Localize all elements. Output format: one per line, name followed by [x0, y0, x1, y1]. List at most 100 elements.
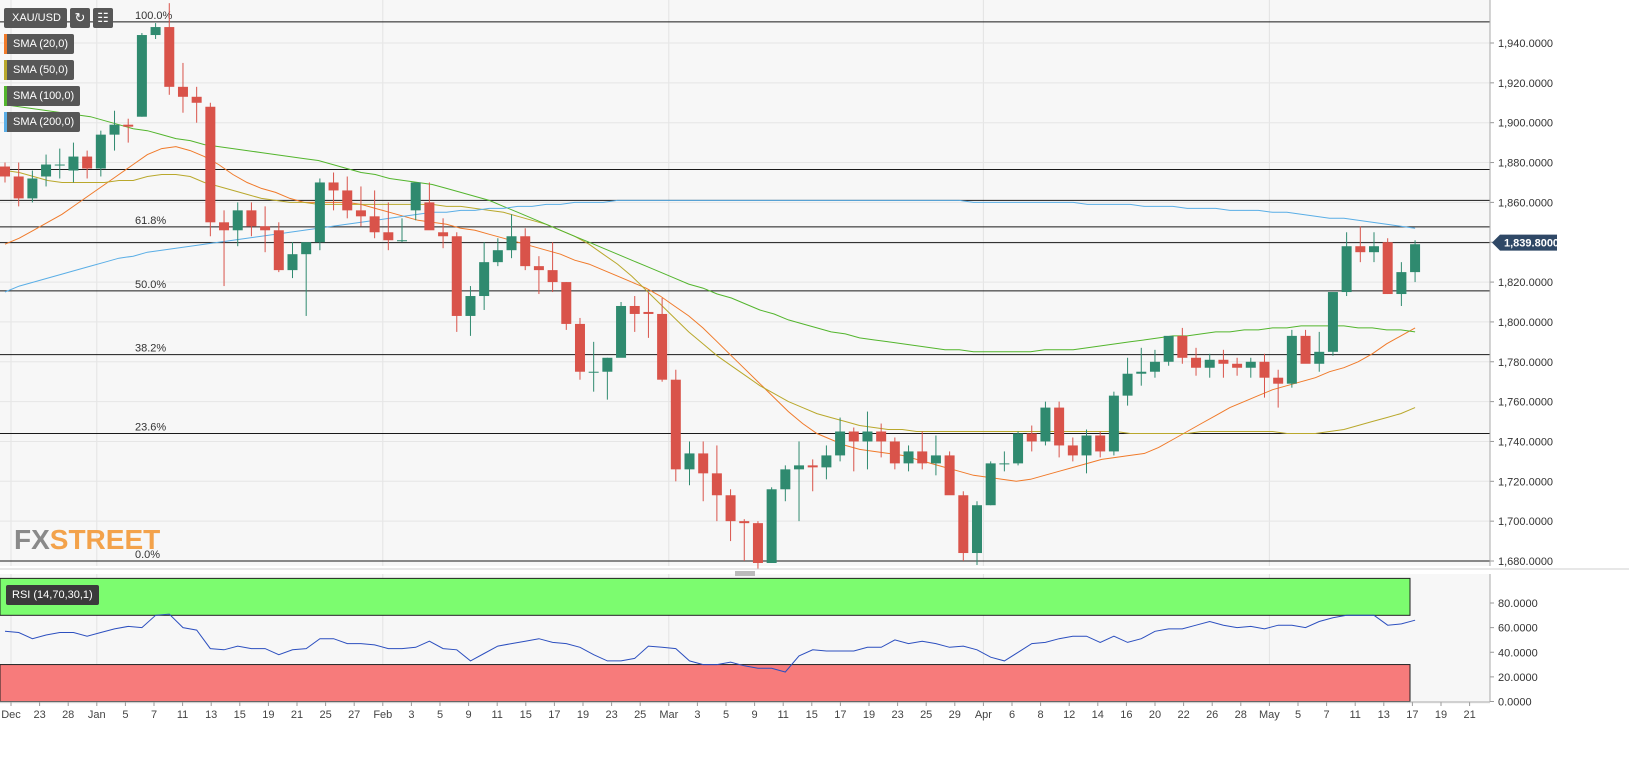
candle-body — [1081, 435, 1092, 456]
x-tick-label: 6 — [1009, 709, 1015, 721]
candle-body — [1410, 244, 1421, 273]
x-tick-label: 5 — [723, 709, 729, 721]
x-tick-label: 11 — [491, 709, 502, 721]
candle-body — [1382, 242, 1393, 295]
candle-body — [1108, 395, 1119, 452]
candle-body — [506, 236, 517, 251]
x-tick-label: 27 — [348, 709, 360, 721]
x-tick-label: May — [1259, 709, 1280, 721]
indicator-sma200[interactable]: SMA (200,0) — [4, 112, 81, 132]
candle-body — [287, 254, 298, 271]
rsi-indicator-label[interactable]: RSI (14,70,30,1) — [6, 585, 99, 605]
price-tick-label: 1,780.0000 — [1498, 357, 1553, 369]
price-tick-label: 1,680.0000 — [1498, 556, 1553, 568]
candle-body — [917, 451, 928, 464]
x-tick-label: 9 — [466, 709, 472, 721]
x-tick-label: 3 — [408, 709, 414, 721]
x-tick-label: 19 — [262, 709, 274, 721]
refresh-icon[interactable]: ↻ — [70, 8, 90, 28]
candle-body — [273, 230, 284, 271]
candle-body — [136, 35, 147, 117]
x-tick-label: 17 — [834, 709, 846, 721]
candle-body — [205, 106, 216, 223]
candle-body — [1286, 335, 1297, 384]
candle-body — [397, 240, 408, 242]
candle-body — [1026, 433, 1037, 442]
indicator-sma100[interactable]: SMA (100,0) — [4, 86, 81, 106]
x-tick-label: 28 — [62, 709, 74, 721]
candle-body — [1177, 335, 1188, 358]
candle-body — [164, 27, 175, 87]
x-tick-label: 13 — [1378, 709, 1390, 721]
candle-body — [246, 210, 257, 227]
x-tick-label: 22 — [1177, 709, 1189, 721]
candle-body — [177, 86, 188, 97]
x-tick-label: Mar — [659, 709, 678, 721]
x-tick-label: 17 — [1406, 709, 1418, 721]
chart-settings-icon[interactable]: ☷ — [93, 8, 113, 28]
sma50-swatch — [4, 60, 7, 80]
candle-body — [1369, 246, 1379, 253]
candle-body — [985, 463, 996, 506]
rsi-overbought-zone — [0, 577, 1411, 616]
candle-body — [876, 431, 887, 442]
candle-body — [410, 182, 421, 211]
candle-body — [1218, 359, 1229, 364]
candle-body — [0, 166, 10, 177]
indicator-sma20[interactable]: SMA (20,0) — [4, 34, 75, 54]
candle-body — [725, 495, 736, 522]
candle-body — [588, 371, 599, 373]
candle-body — [684, 453, 695, 470]
candle-body — [342, 190, 353, 211]
candle-body — [68, 156, 79, 171]
rsi-tick-label: 40.0000 — [1498, 647, 1538, 659]
fibonacci-label: 50.0% — [135, 279, 166, 291]
candle-body — [1327, 292, 1338, 352]
price-tick-label: 1,800.0000 — [1498, 317, 1553, 329]
x-tick-label: 25 — [319, 709, 331, 721]
indicator-sma50[interactable]: SMA (50,0) — [4, 60, 75, 80]
x-tick-label: 26 — [1206, 709, 1218, 721]
candle-body — [944, 455, 955, 496]
candle-body — [1149, 361, 1160, 372]
sma-line-1 — [4, 146, 1416, 482]
x-tick-label: 19 — [1435, 709, 1447, 721]
candle-body — [1232, 363, 1243, 368]
x-tick-label: 15 — [806, 709, 818, 721]
price-tick-label: 1,940.0000 — [1498, 38, 1553, 50]
x-tick-label: 16 — [1120, 709, 1132, 721]
sma100-swatch — [4, 86, 7, 106]
sma-line-2 — [4, 170, 1416, 434]
candle-body — [766, 489, 777, 563]
candle-body — [794, 465, 805, 470]
symbol-label[interactable]: XAU/USD — [4, 8, 67, 28]
symbol-text: XAU/USD — [12, 12, 61, 24]
candle-body — [862, 431, 873, 442]
candle-body — [1122, 373, 1133, 396]
x-tick-label: 11 — [1349, 709, 1360, 721]
x-tick-label: 15 — [520, 709, 532, 721]
x-tick-label: Feb — [373, 709, 392, 721]
rsi-tick-label: 80.0000 — [1498, 598, 1538, 610]
candle-body — [889, 441, 900, 464]
candle-body — [533, 266, 544, 271]
candle-body — [1191, 357, 1202, 368]
candle-body — [492, 250, 503, 263]
x-tick-label: 19 — [863, 709, 875, 721]
x-tick-label: 29 — [949, 709, 961, 721]
candle-body — [479, 262, 490, 297]
sma100-label: SMA (100,0) — [13, 90, 75, 102]
candle-body — [1013, 433, 1024, 464]
candle-body — [1163, 335, 1174, 362]
x-tick-label: 21 — [1463, 709, 1475, 721]
x-tick-label: 19 — [577, 709, 589, 721]
candle-body — [1067, 445, 1078, 456]
price-tick-label: 1,900.0000 — [1498, 118, 1553, 130]
candle-body — [561, 282, 572, 324]
rsi-oversold-zone — [0, 664, 1411, 702]
x-tick-label: 12 — [1063, 709, 1075, 721]
candle-body — [260, 226, 271, 231]
x-tick-label: 17 — [548, 709, 560, 721]
candle-body — [1245, 361, 1256, 368]
